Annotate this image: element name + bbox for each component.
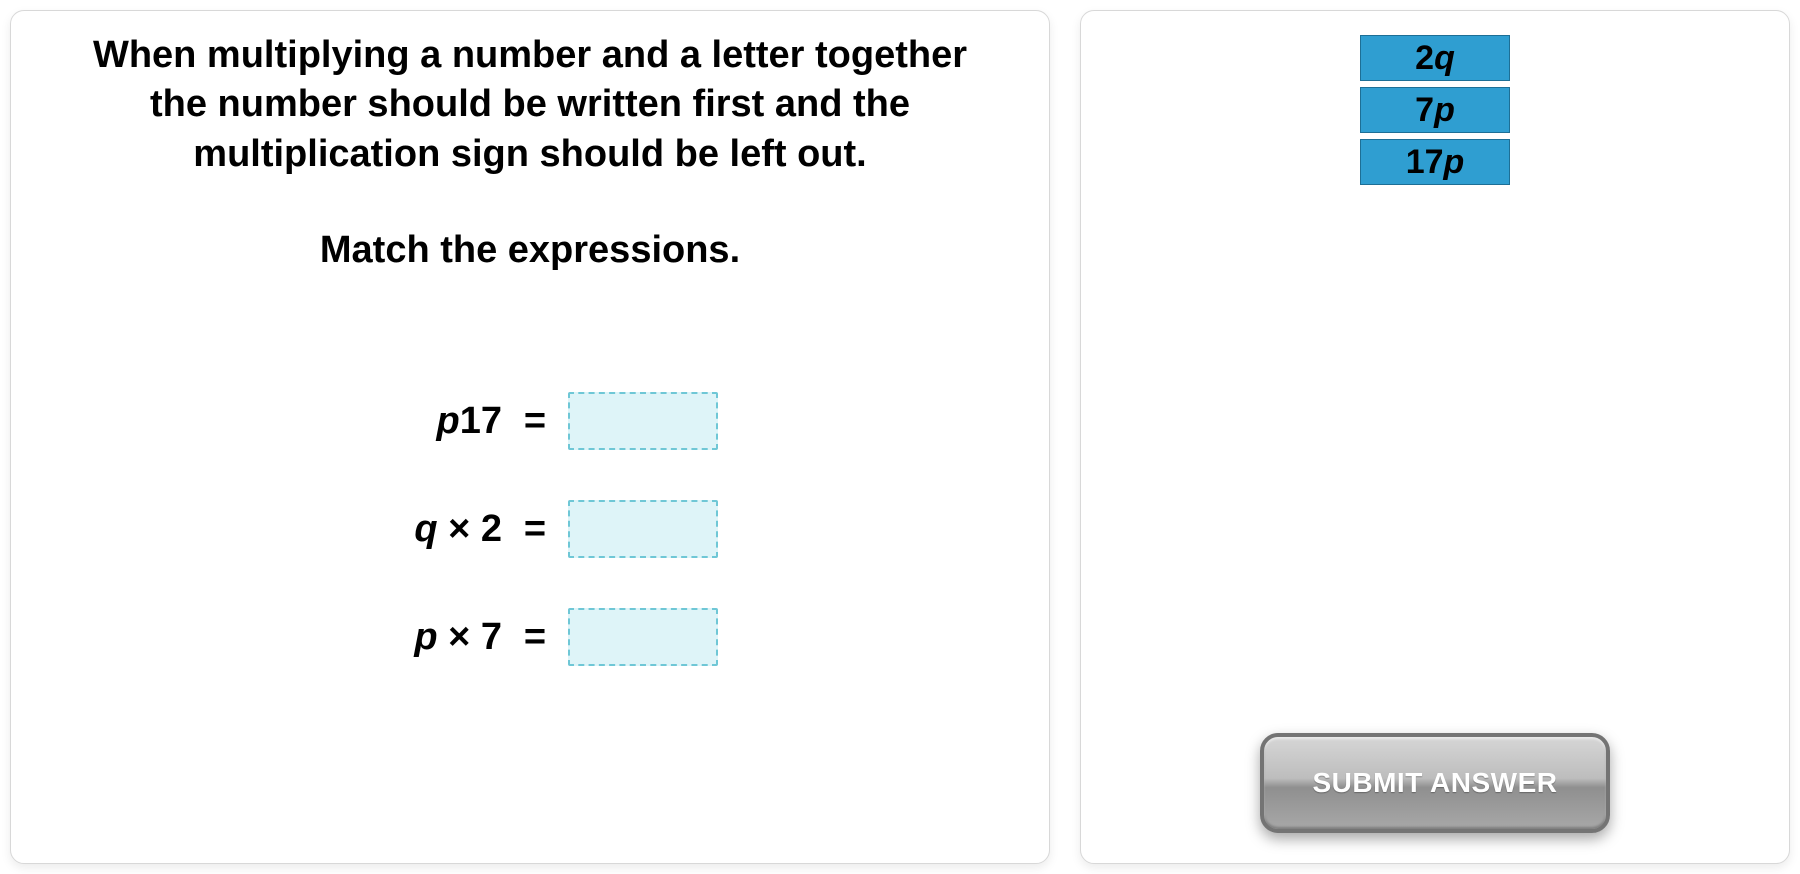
expression-label: q × 2 <box>342 508 502 551</box>
drop-zone[interactable] <box>568 392 718 450</box>
tile-var: q <box>1434 39 1455 78</box>
expression-row: q × 2 = <box>342 500 718 558</box>
instruction-text: When multiplying a number and a letter t… <box>80 31 980 179</box>
drag-stack: 2q 7p 17p <box>1360 35 1510 185</box>
submit-label: SUBMIT ANSWER <box>1312 767 1557 799</box>
expression-label: p × 7 <box>342 616 502 659</box>
drop-zone[interactable] <box>568 500 718 558</box>
tile-num: 17 <box>1406 143 1444 182</box>
expression-row: p17 = <box>342 392 718 450</box>
tile-var: p <box>1444 143 1465 182</box>
submit-answer-button[interactable]: SUBMIT ANSWER <box>1260 733 1610 833</box>
drag-tile[interactable]: 17p <box>1360 139 1510 185</box>
drop-zone[interactable] <box>568 608 718 666</box>
equals-sign: = <box>520 508 550 551</box>
equals-sign: = <box>520 400 550 443</box>
expression-row: p × 7 = <box>342 608 718 666</box>
drag-tile[interactable]: 7p <box>1360 87 1510 133</box>
subinstruction-text: Match the expressions. <box>51 229 1009 272</box>
expression-rows: p17 = q × 2 = p × 7 = <box>51 392 1009 666</box>
drag-tile[interactable]: 2q <box>1360 35 1510 81</box>
tile-var: p <box>1434 91 1455 130</box>
question-panel: When multiplying a number and a letter t… <box>10 10 1050 864</box>
tile-num: 2 <box>1415 39 1434 78</box>
tile-num: 7 <box>1415 91 1434 130</box>
expression-label: p17 <box>342 400 502 443</box>
answer-panel: 2q 7p 17p SUBMIT ANSWER <box>1080 10 1790 864</box>
equals-sign: = <box>520 616 550 659</box>
app-container: When multiplying a number and a letter t… <box>0 0 1800 874</box>
